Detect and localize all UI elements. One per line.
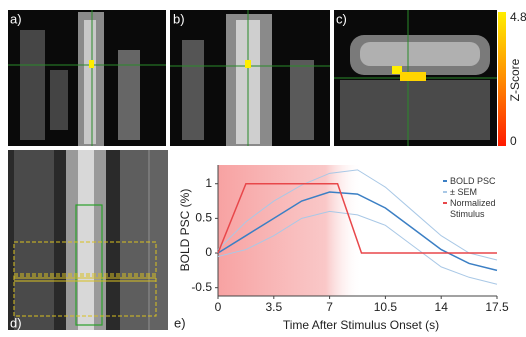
panel-a-image [8, 10, 166, 146]
stimulus-window [218, 165, 362, 296]
x-tick-label: 7 [326, 300, 333, 314]
x-tick-label: 10.5 [374, 300, 398, 314]
colorbar [498, 12, 506, 146]
x-tick-label: 17.5 [485, 300, 509, 314]
panel-label: b) [173, 11, 185, 26]
panel-label: d) [10, 315, 22, 330]
y-tick-label: 1 [205, 176, 212, 190]
x-tick-label: 3.5 [265, 300, 282, 314]
panel-label: a) [10, 11, 22, 26]
sem-line [217, 169, 498, 261]
panel-c-image [334, 10, 497, 146]
x-axis-label: Time After Stimulus Onset (s) [283, 318, 439, 332]
y-tick-label: 0 [205, 245, 212, 259]
panel-d-image [8, 150, 168, 330]
colorbar-label: Z-Score [508, 58, 522, 101]
panel-label: c) [336, 11, 347, 26]
panel-b-image [170, 10, 330, 146]
legend-label: BOLD PSC [450, 176, 496, 186]
x-tick-label: 14 [435, 300, 449, 314]
series-line [217, 182, 497, 254]
colorbar-tick-label: 0 [510, 134, 517, 148]
sem-line [217, 210, 498, 285]
y-tick-label: 0.5 [195, 211, 212, 225]
y-tick-label: -0.5 [191, 280, 212, 294]
y-axis-label: BOLD PSC (%) [178, 189, 192, 272]
series-line [217, 191, 498, 272]
legend-label: ± SEM [450, 187, 477, 197]
panel-label: e) [174, 315, 186, 330]
legend-label: Normalized Stimulus [450, 198, 496, 219]
x-tick-label: 0 [215, 300, 222, 314]
colorbar-tick-label: 4.8 [510, 10, 526, 24]
